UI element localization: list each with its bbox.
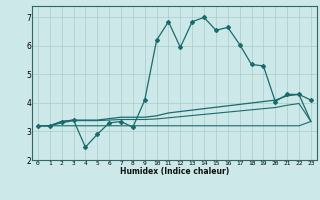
X-axis label: Humidex (Indice chaleur): Humidex (Indice chaleur) (120, 167, 229, 176)
